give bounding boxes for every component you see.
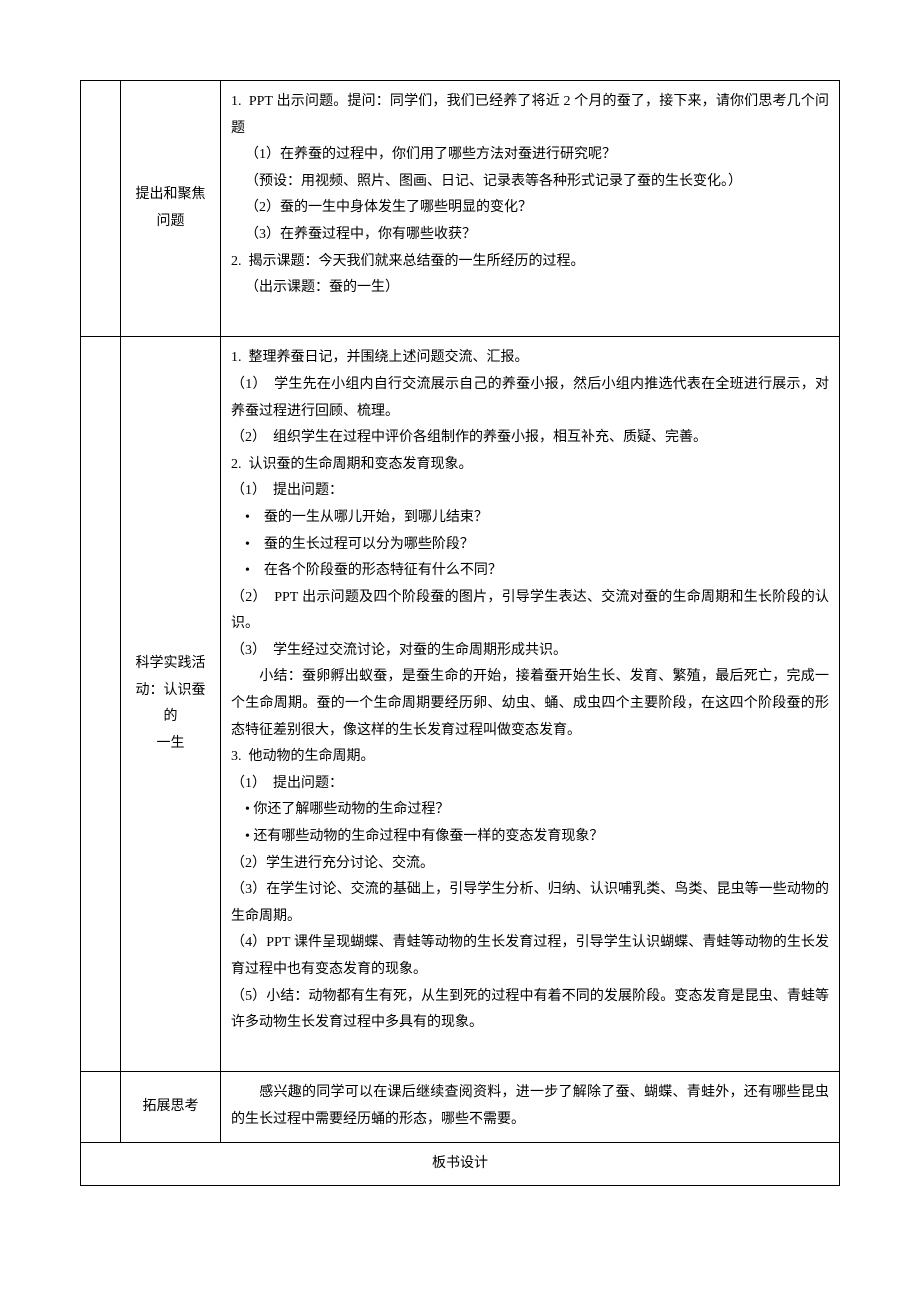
col-empty xyxy=(81,337,121,1072)
label-text: 科学实践活动：认识蚕的一生 xyxy=(136,656,206,751)
row-content: 感兴趣的同学可以在课后继续查阅资料，进一步了解除了蚕、蝴蝶、青蛙外，还有哪些昆虫… xyxy=(221,1072,840,1142)
content-text: 1. PPT 出示问题。提问：同学们，我们已经养了将近 2 个月的蚕了，接下来，… xyxy=(231,89,829,328)
label-text: 拓展思考 xyxy=(143,1099,199,1114)
table-row: 提出和聚焦问题 1. PPT 出示问题。提问：同学们，我们已经养了将近 2 个月… xyxy=(81,81,840,337)
row-label: 科学实践活动：认识蚕的一生 xyxy=(121,337,221,1072)
row-label: 拓展思考 xyxy=(121,1072,221,1142)
footer-row: 板书设计 xyxy=(81,1142,840,1186)
content-text: 感兴趣的同学可以在课后继续查阅资料，进一步了解除了蚕、蝴蝶、青蛙外，还有哪些昆虫… xyxy=(231,1080,829,1133)
col-empty xyxy=(81,1072,121,1142)
footer-text: 板书设计 xyxy=(432,1156,488,1171)
label-text: 提出和聚焦问题 xyxy=(136,187,206,229)
row-label: 提出和聚焦问题 xyxy=(121,81,221,337)
content-text: 1. 整理养蚕日记，并围绕上述问题交流、汇报。（1） 学生先在小组内自行交流展示… xyxy=(231,345,829,1063)
document-page: 提出和聚焦问题 1. PPT 出示问题。提问：同学们，我们已经养了将近 2 个月… xyxy=(80,80,840,1186)
footer-cell: 板书设计 xyxy=(81,1142,840,1186)
table-row: 科学实践活动：认识蚕的一生 1. 整理养蚕日记，并围绕上述问题交流、汇报。（1）… xyxy=(81,337,840,1072)
table-row: 拓展思考 感兴趣的同学可以在课后继续查阅资料，进一步了解除了蚕、蝴蝶、青蛙外，还… xyxy=(81,1072,840,1142)
col-empty xyxy=(81,81,121,337)
row-content: 1. 整理养蚕日记，并围绕上述问题交流、汇报。（1） 学生先在小组内自行交流展示… xyxy=(221,337,840,1072)
row-content: 1. PPT 出示问题。提问：同学们，我们已经养了将近 2 个月的蚕了，接下来，… xyxy=(221,81,840,337)
lesson-plan-table: 提出和聚焦问题 1. PPT 出示问题。提问：同学们，我们已经养了将近 2 个月… xyxy=(80,80,840,1186)
